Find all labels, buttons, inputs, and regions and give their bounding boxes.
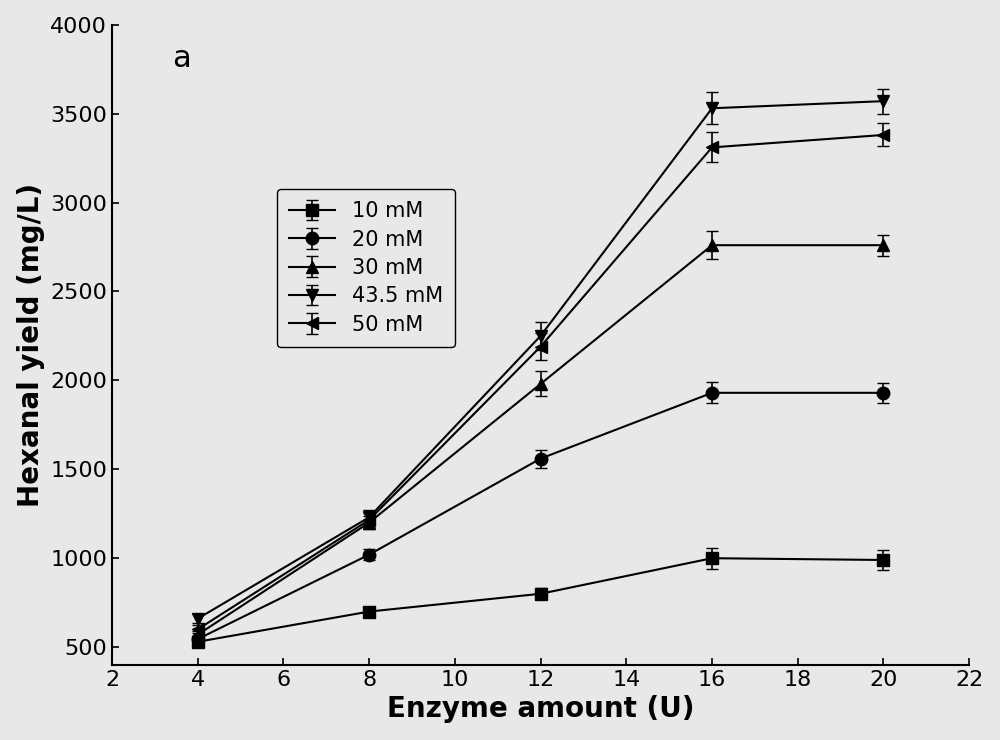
X-axis label: Enzyme amount (U): Enzyme amount (U) — [387, 696, 694, 723]
Text: a: a — [172, 44, 191, 73]
Y-axis label: Hexanal yield (mg/L): Hexanal yield (mg/L) — [17, 183, 45, 507]
Legend: 10 mM, 20 mM, 30 mM, 43.5 mM, 50 mM: 10 mM, 20 mM, 30 mM, 43.5 mM, 50 mM — [277, 189, 455, 347]
